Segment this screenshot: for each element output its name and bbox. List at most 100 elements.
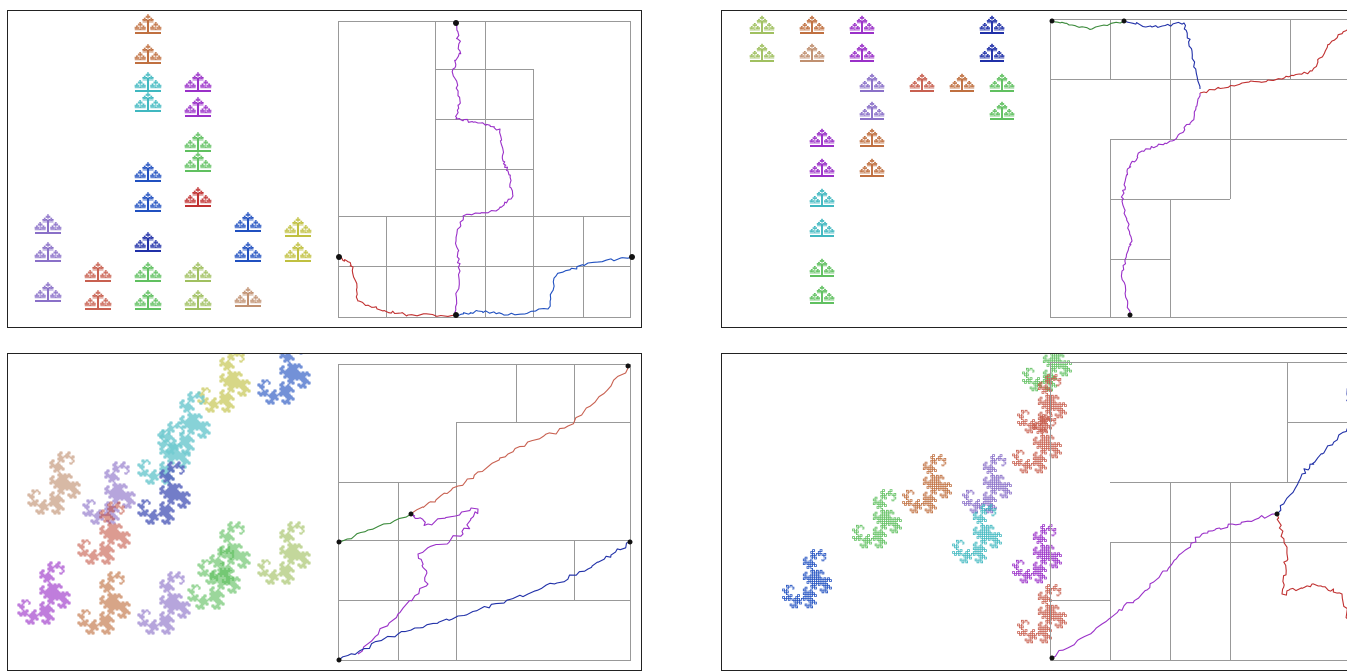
- fractal-cell: [56, 252, 58, 253]
- fractal-cell: [138, 24, 140, 25]
- fractal-cell: [104, 272, 106, 273]
- fractal-cell: [155, 52, 157, 53]
- fractal-cell: [880, 110, 882, 111]
- fractal-cell: [250, 300, 252, 301]
- fractal-cell: [139, 240, 141, 241]
- fractal-cell: [210, 200, 212, 201]
- fractal-cell: [803, 24, 805, 25]
- fractal-cell: [866, 170, 868, 171]
- fractal-cell: [191, 275, 193, 276]
- fractal-cell: [203, 145, 205, 146]
- fractal-cell: [100, 294, 102, 295]
- vertex-dot: [626, 364, 631, 369]
- fractal-cell: [188, 197, 190, 198]
- fractal-cell: [294, 255, 296, 256]
- fractal-cell: [967, 82, 969, 83]
- fractal-cell: [47, 242, 49, 243]
- fractal-cell: [156, 172, 158, 173]
- fractal-cell: [307, 255, 309, 256]
- fractal-cell: [185, 110, 187, 111]
- fractal-cell: [146, 194, 148, 195]
- fractal-cell: [204, 162, 206, 163]
- fractal-cell: [191, 165, 193, 166]
- fractal-cell: [822, 190, 824, 191]
- fractal-cell: [881, 84, 883, 85]
- fractal-cell: [763, 20, 765, 21]
- fractal-cell: [295, 222, 297, 223]
- fractal-cell: [800, 55, 802, 56]
- fractal-cell: [825, 229, 827, 230]
- subdivision-grid: [1050, 19, 1347, 318]
- curve-red: [1200, 21, 1347, 93]
- fractal-cell: [999, 78, 1001, 79]
- panel-bottom-left-figure: [8, 354, 641, 670]
- fractal-cell: [800, 27, 802, 28]
- fractal-cell: [757, 26, 759, 27]
- fractal-cell: [821, 54, 823, 55]
- fractal-cell: [287, 255, 289, 256]
- fractal-cell: [820, 52, 822, 53]
- fractal-cell: [46, 244, 48, 245]
- fractal-cell: [160, 175, 162, 176]
- fractal-cell: [864, 81, 866, 82]
- fractal-cell: [198, 154, 200, 155]
- fractal-cell: [202, 84, 204, 85]
- fractal-cell: [155, 298, 157, 299]
- fractal-cell: [158, 204, 160, 205]
- fractal-cell: [998, 85, 1000, 86]
- fractal-cell: [86, 274, 88, 275]
- fractal-cell: [925, 84, 927, 85]
- fractal-cell: [996, 113, 998, 114]
- fractal-cell: [202, 267, 204, 268]
- fractal-cell: [883, 140, 885, 141]
- fractal-cell: [827, 227, 829, 228]
- fractal-cell: [241, 297, 243, 298]
- fractal-cell: [1008, 109, 1010, 110]
- fractal-cell: [257, 225, 259, 226]
- fractal-cell: [822, 130, 824, 131]
- fractal-cell: [810, 45, 812, 46]
- fractal-cell: [1003, 78, 1005, 79]
- fractal-cell: [139, 200, 141, 201]
- fractal-cell: [200, 76, 202, 77]
- fractal-cell: [302, 247, 304, 248]
- fractal-cell: [875, 163, 877, 164]
- fractal-cell: [863, 82, 865, 83]
- fractal-cell: [137, 27, 139, 28]
- fractal-cell: [202, 144, 204, 145]
- fractal-cell: [990, 85, 992, 86]
- fractal-cell: [52, 294, 54, 295]
- fractal-cell: [858, 47, 860, 48]
- fractal-cell: [930, 85, 932, 86]
- fractal-cell: [38, 224, 40, 225]
- fractal-cell: [997, 84, 999, 85]
- fractal-cell: [152, 197, 154, 198]
- fractal-cell: [827, 140, 829, 141]
- fractal-cell: [952, 85, 954, 86]
- fractal-cell: [245, 247, 247, 248]
- fractal-cell: [871, 74, 873, 75]
- fractal-cell: [199, 267, 201, 268]
- fractal-cell: [152, 302, 154, 303]
- fractal-cell: [954, 81, 956, 82]
- fractal-cell: [821, 259, 823, 260]
- fractal-cell: [136, 174, 138, 175]
- fractal-cell: [817, 133, 819, 134]
- fractal-cell: [105, 270, 107, 271]
- fractal-cell: [136, 26, 138, 27]
- fractal-cell: [192, 267, 194, 268]
- fractal-cell: [249, 292, 251, 293]
- fractal-cell: [930, 82, 932, 83]
- fractal-cell: [813, 227, 815, 228]
- fractal-cell: [185, 303, 187, 304]
- fractal-cell: [813, 167, 815, 168]
- vertex-dots: [337, 364, 633, 663]
- fractal-cell: [1002, 103, 1004, 104]
- fractal-cell: [144, 205, 146, 206]
- fractal-cell: [194, 275, 196, 276]
- fractal-cell: [152, 167, 154, 168]
- fractal-cell: [138, 102, 140, 103]
- fractal-cell: [235, 300, 237, 301]
- fractal-cell: [186, 302, 188, 303]
- fractal-cell: [811, 139, 813, 140]
